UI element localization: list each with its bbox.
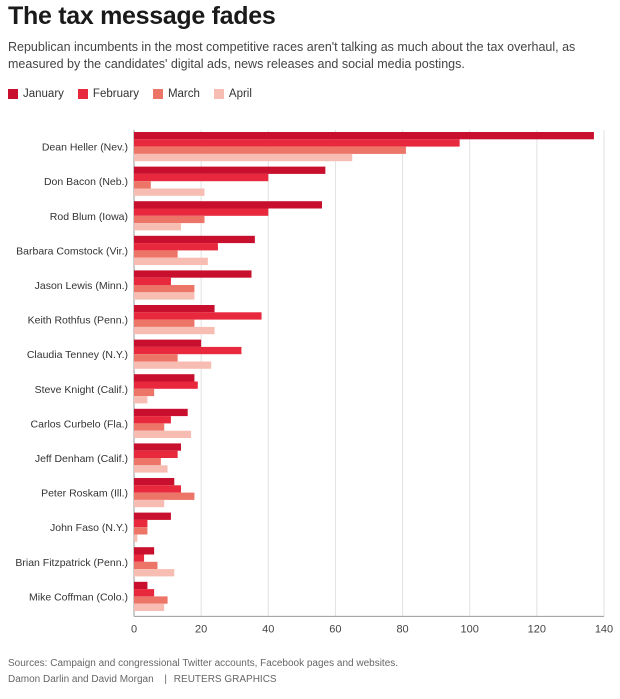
category-label: Jeff Denham (Calif.)	[35, 453, 128, 465]
bar-march	[134, 319, 195, 327]
bar-april	[134, 396, 148, 404]
legend-swatch-march	[152, 89, 163, 99]
legend-item-february: February	[77, 88, 139, 100]
bar-january	[134, 166, 326, 174]
bar-february	[134, 312, 262, 320]
bar-february	[134, 450, 178, 458]
x-tick-label: 60	[329, 623, 341, 635]
category-label: Dean Heller (Nev.)	[42, 142, 128, 154]
bar-april	[134, 188, 205, 196]
bar-march	[134, 561, 158, 570]
chart-title: The tax message fades	[8, 2, 276, 30]
category-label: Brian Fitzpatrick (Penn.)	[15, 557, 128, 569]
bar-february	[134, 589, 155, 597]
x-tick-label: 40	[262, 623, 274, 635]
bar-april	[134, 534, 138, 542]
legend-item-march: March	[152, 88, 200, 100]
footer-credits: Damon Darlin and David Morgan | REUTERS …	[8, 674, 277, 685]
category-label: Barbara Comstock (Vir.)	[16, 245, 128, 257]
bar-february	[134, 277, 171, 285]
bar-march	[134, 215, 205, 224]
footer-authors: Damon Darlin and David Morgan	[8, 674, 154, 685]
bar-march	[134, 527, 148, 535]
x-tick-label: 80	[396, 623, 408, 635]
bar-january	[134, 408, 188, 417]
bar-february	[134, 519, 148, 528]
bar-january	[134, 478, 175, 486]
bar-april	[134, 223, 181, 231]
bar-march	[134, 181, 151, 189]
bar-march	[134, 492, 195, 500]
bar-february	[134, 243, 218, 251]
footer-separator: |	[164, 674, 168, 685]
bar-april	[134, 153, 353, 162]
x-tick-label: 120	[528, 623, 546, 635]
bar-april	[134, 257, 208, 265]
bar-february	[134, 381, 198, 389]
bar-february	[134, 139, 460, 147]
category-label: Carlos Curbelo (Fla.)	[31, 418, 128, 430]
footer-sources: Sources: Campaign and congressional Twit…	[8, 658, 399, 669]
category-label: Keith Rothfus (Penn.)	[28, 315, 128, 327]
bar-january	[134, 581, 148, 590]
bar-january	[134, 443, 181, 451]
bar-january	[134, 201, 322, 209]
legend-label-april: April	[228, 88, 252, 100]
chart-subtitle: Republican incumbents in the most compet…	[8, 40, 576, 71]
bar-january	[134, 305, 215, 313]
bar-april	[134, 499, 165, 508]
category-label: Don Bacon (Neb.)	[44, 176, 128, 188]
bar-april	[134, 465, 168, 473]
x-tick-label: 100	[461, 623, 479, 635]
bar-january	[134, 339, 202, 347]
bar-february	[134, 485, 181, 493]
legend-swatch-april	[213, 89, 224, 99]
bar-april	[134, 569, 175, 577]
legend-swatch-february	[77, 89, 88, 99]
bar-february	[134, 173, 269, 182]
category-label: Jason Lewis (Minn.)	[35, 280, 128, 292]
x-tick-label: 140	[595, 623, 613, 635]
bar-january	[134, 270, 252, 278]
category-label: Mike Coffman (Colo.)	[29, 591, 128, 603]
bar-april	[134, 430, 192, 438]
x-tick-label: 20	[195, 623, 207, 635]
bar-april	[134, 292, 195, 300]
bar-march	[134, 285, 195, 293]
legend-item-april: April	[213, 88, 252, 100]
bar-february	[134, 416, 171, 424]
bar-january	[134, 132, 594, 140]
category-label: Rod Blum (Iowa)	[50, 211, 128, 223]
bar-april	[134, 326, 215, 335]
bar-january	[134, 547, 155, 555]
bar-february	[134, 554, 145, 562]
bar-march	[134, 388, 155, 397]
bar-march	[134, 354, 178, 362]
bar-february	[134, 208, 269, 216]
bar-march	[134, 146, 406, 154]
bar-april	[134, 361, 212, 369]
category-label: Claudia Tenney (N.Y.)	[27, 349, 128, 361]
legend-label-january: January	[23, 88, 64, 100]
bar-march	[134, 458, 161, 466]
legend-swatch-january	[8, 89, 18, 99]
footer-brand: REUTERS GRAPHICS	[173, 674, 277, 685]
bar-april	[134, 603, 165, 611]
legend-item-january: January	[8, 88, 64, 100]
bar-march	[134, 423, 165, 431]
legend-label-february: February	[92, 88, 139, 100]
bar-january	[134, 235, 255, 244]
bar-january	[134, 374, 195, 382]
bar-chart: 0 20 40 60 80 100 120 140 Dean Heller (Nev.) Don …	[15, 130, 613, 635]
bar-february	[134, 346, 242, 355]
bar-january	[134, 512, 171, 520]
category-label: Peter Roskam (Ill.)	[41, 488, 128, 500]
legend: January February March April	[8, 88, 252, 100]
category-label: John Faso (N.Y.)	[50, 522, 128, 534]
category-label: Steve Knight (Calif.)	[35, 384, 128, 396]
legend-label-march: March	[167, 88, 200, 100]
x-tick-label: 0	[131, 623, 137, 635]
bar-march	[134, 596, 168, 604]
bar-march	[134, 250, 178, 258]
